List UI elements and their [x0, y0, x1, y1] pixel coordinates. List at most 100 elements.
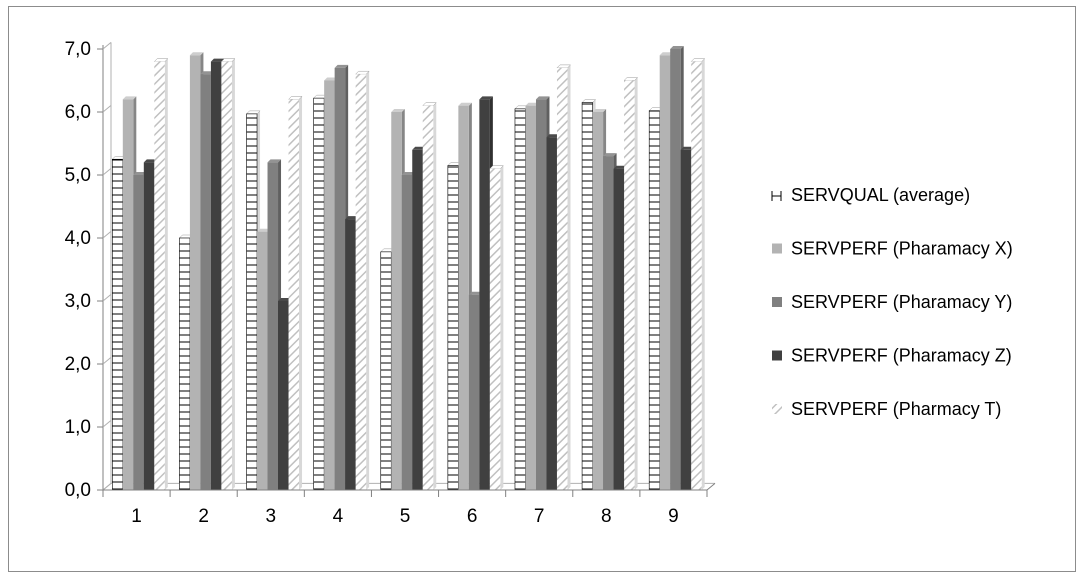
- y-tick-depth: [102, 41, 112, 50]
- y-tick-label: 6,0: [65, 102, 91, 123]
- bar-front: [380, 251, 392, 491]
- bar-front: [391, 112, 402, 490]
- bar-front: [133, 175, 144, 490]
- legend-label: SERVQUAL (average): [791, 185, 970, 205]
- bar: [556, 64, 572, 491]
- bar-front: [422, 105, 434, 490]
- y-tick-depth: [102, 356, 112, 365]
- bar-front: [189, 55, 201, 491]
- bar-side: [231, 58, 235, 490]
- bar-front: [200, 74, 211, 490]
- bar-front: [221, 61, 232, 490]
- y-tick-label: 5,0: [65, 165, 91, 186]
- bar-top: [603, 153, 617, 157]
- bar-front: [412, 149, 423, 491]
- bar-front: [112, 158, 124, 491]
- bar-front: [670, 49, 681, 490]
- legend-label: SERVPERF (Pharmacy T): [791, 399, 1001, 419]
- bar-front: [659, 55, 671, 491]
- bar-top: [468, 291, 483, 295]
- bar: [690, 58, 706, 490]
- bar-side: [164, 58, 168, 490]
- plot-area: 0,0 1,0 2,0 3,0 4,0 5,0 6,0 7,0 1 2 3 4 5 6 7 8 9: [65, 39, 716, 527]
- x-tick-label: 4: [333, 506, 344, 527]
- legend-item: SERVPERF (Pharmacy T): [772, 399, 1001, 419]
- bar-front: [179, 237, 191, 491]
- bar-top: [345, 216, 359, 220]
- bar-front: [613, 168, 625, 490]
- bar-front: [122, 99, 134, 491]
- x-axis-depth: [706, 482, 716, 491]
- y-tick-depth: [102, 230, 112, 239]
- bar-front: [525, 105, 536, 490]
- bar-front: [546, 137, 557, 490]
- bar-top: [278, 298, 292, 301]
- x-tick-label: 7: [534, 506, 545, 527]
- legend-swatch: [772, 350, 782, 361]
- bar-front: [489, 168, 501, 490]
- legend-label: SERVPERF (Pharamacy Y): [791, 292, 1012, 312]
- bar-front: [334, 67, 346, 491]
- y-tick-label: 0,0: [65, 480, 91, 501]
- back-wall: [102, 42, 112, 491]
- bar-top: [458, 102, 472, 106]
- bar-top: [525, 102, 539, 106]
- bar: [489, 165, 504, 490]
- bar: [355, 70, 370, 490]
- legend-item: SERVPERF (Pharamacy Y): [772, 292, 1012, 312]
- bar-top: [391, 109, 405, 112]
- bar-side: [366, 71, 370, 490]
- bar-top: [659, 52, 674, 56]
- bar-top: [592, 109, 607, 112]
- bar-front: [154, 61, 165, 490]
- bar-front: [246, 113, 258, 491]
- bar-front: [267, 162, 279, 490]
- y-tick-depth: [102, 419, 112, 428]
- y-tick-label: 2,0: [65, 354, 91, 375]
- bar-front: [535, 99, 547, 491]
- bar-front: [288, 99, 300, 491]
- bar-front: [143, 162, 155, 490]
- bar: [153, 58, 169, 490]
- bar-front: [680, 149, 692, 491]
- legend: SERVQUAL (average) SERVPERF (Pharamacy X)…: [771, 185, 1013, 419]
- bar-top: [546, 134, 560, 138]
- y-tick-depth: [102, 482, 112, 491]
- bar-top: [267, 159, 282, 163]
- legend-item: SERVPERF (Pharamacy X): [772, 239, 1013, 259]
- x-tick-label: 6: [467, 506, 478, 527]
- x-tick-label: 8: [601, 506, 612, 527]
- y-tick-depth: [102, 104, 112, 113]
- bar: [422, 102, 437, 490]
- bar-front: [468, 294, 480, 490]
- bar-side: [299, 96, 303, 491]
- bar-side: [634, 77, 638, 490]
- bar-top: [334, 64, 349, 68]
- bar-front: [514, 108, 526, 491]
- bar-front: [592, 112, 604, 490]
- y-tick-label: 3,0: [65, 291, 91, 312]
- legend-swatch: [772, 297, 782, 307]
- x-tick-label: 9: [668, 506, 679, 527]
- y-tick-label: 1,0: [65, 417, 91, 438]
- bar-front: [479, 99, 490, 491]
- bar-front: [458, 105, 469, 490]
- legend-swatch: [772, 404, 782, 414]
- bar-top: [680, 146, 695, 150]
- x-tick-label: 1: [131, 506, 142, 527]
- bar-top: [210, 58, 225, 62]
- y-tick-depth: [102, 293, 112, 302]
- x-tick-label: 3: [265, 506, 276, 527]
- bar-front: [313, 97, 325, 491]
- bar-top: [535, 96, 550, 100]
- bar-top: [613, 165, 628, 169]
- bar-front: [257, 231, 268, 490]
- bar: [220, 58, 236, 490]
- legend-item: SERVQUAL (average): [771, 185, 970, 205]
- bar-side: [701, 58, 705, 490]
- bar-top: [133, 172, 147, 175]
- bar-front: [210, 61, 222, 490]
- bar-front: [581, 102, 593, 491]
- bar-front: [355, 74, 367, 490]
